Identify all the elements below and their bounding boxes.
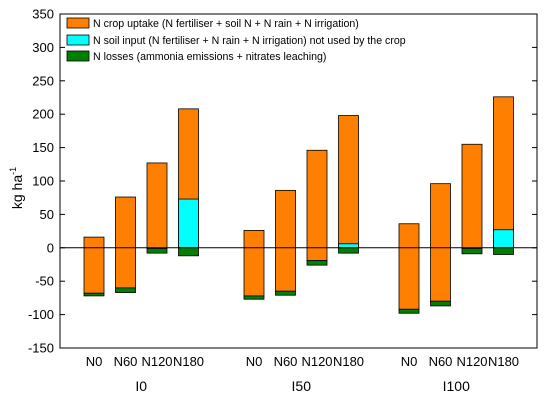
x-tick-label: N120	[141, 354, 172, 369]
legend-label: N losses (ammonia emissions + nitrates l…	[93, 51, 326, 63]
x-tick-label: N60	[114, 354, 138, 369]
bar-segment-i0-n60-s0	[115, 196, 136, 289]
legend-swatch	[66, 17, 90, 29]
legend-label: N crop uptake (N fertiliser + soil N + N…	[93, 18, 359, 30]
bar-segment-i100-n0-s2	[398, 308, 420, 314]
bar-segment-i100-n120-s0	[461, 143, 483, 249]
x-tick-label: N60	[274, 354, 298, 369]
bar-segment-i50-n60-s2	[275, 290, 296, 296]
group-label-i0: I0	[135, 378, 147, 394]
y-tick-label: 250	[32, 73, 54, 88]
x-tick-label: N0	[401, 354, 418, 369]
legend-label: N soil input (N fertiliser + N rain + N …	[93, 35, 406, 47]
y-axis: -150 -100 -50 0 50 100 150 200 250 300 350	[28, 7, 537, 356]
y-axis-label: kg ha-1	[8, 167, 25, 209]
bar-segment-i50-n0-s2	[243, 295, 265, 300]
y-tick-label: -100	[28, 307, 54, 322]
y-axis-label-unit: kg ha	[9, 175, 25, 209]
legend-swatch	[66, 50, 90, 62]
bar-segment-i0-n180-s1	[178, 198, 199, 249]
bars-layer	[83, 96, 514, 314]
bar-segment-i0-n180-s2	[178, 247, 199, 257]
bar-segment-i50-n60-s0	[275, 189, 296, 292]
y-tick-label: 350	[32, 7, 54, 22]
bar-segment-i50-n0-s0	[243, 230, 265, 297]
bar-segment-i100-n180-s0	[493, 96, 514, 249]
x-tick-label: N0	[246, 354, 263, 369]
bar-segment-i0-n60-s2	[115, 287, 136, 293]
bar-segment-i100-n120-s2	[461, 248, 483, 255]
y-tick-label: 0	[47, 240, 54, 255]
bar-segment-i100-n0-s0	[398, 223, 420, 310]
y-axis-label-exponent: -1	[8, 167, 18, 175]
y-tick-label: 300	[32, 40, 54, 55]
bar-segment-i100-n180-s2	[493, 247, 514, 255]
y-tick-label: -150	[28, 341, 54, 356]
x-tick-label: N60	[429, 354, 453, 369]
bar-segment-i50-n180-s0	[338, 115, 359, 249]
bar-segment-i0-n120-s2	[146, 248, 168, 254]
group-label-i50: I50	[292, 378, 312, 394]
x-tick-label: N180	[333, 354, 364, 369]
bar-segment-i50-n120-s0	[306, 149, 328, 261]
y-tick-label: 200	[32, 107, 54, 122]
x-tick-label: N180	[488, 354, 519, 369]
x-tick-label: N120	[301, 354, 332, 369]
legend-swatch	[66, 34, 90, 46]
y-tick-label: 50	[40, 207, 54, 222]
bar-segment-i100-n180-s1	[493, 229, 514, 249]
bar-segment-i50-n180-s1	[338, 243, 359, 249]
y-tick-label: 150	[32, 140, 54, 155]
bar-segment-i0-n0-s2	[83, 292, 105, 297]
legend: N crop uptake (N fertiliser + soil N + N…	[66, 17, 406, 63]
x-tick-label: N120	[456, 354, 487, 369]
bar-segment-i0-n120-s0	[146, 162, 168, 249]
bar-segment-i0-n0-s0	[83, 236, 105, 294]
x-tick-label: N180	[173, 354, 204, 369]
y-tick-label: 100	[32, 174, 54, 189]
x-tick-label: N0	[86, 354, 103, 369]
bar-segment-i50-n180-s2	[338, 247, 359, 254]
bar-segment-i100-n60-s0	[430, 183, 451, 302]
bar-segment-i100-n60-s2	[430, 300, 451, 307]
group-label-i100: I100	[443, 378, 470, 394]
y-tick-label: -50	[35, 274, 54, 289]
bar-segment-i50-n120-s2	[306, 260, 328, 266]
